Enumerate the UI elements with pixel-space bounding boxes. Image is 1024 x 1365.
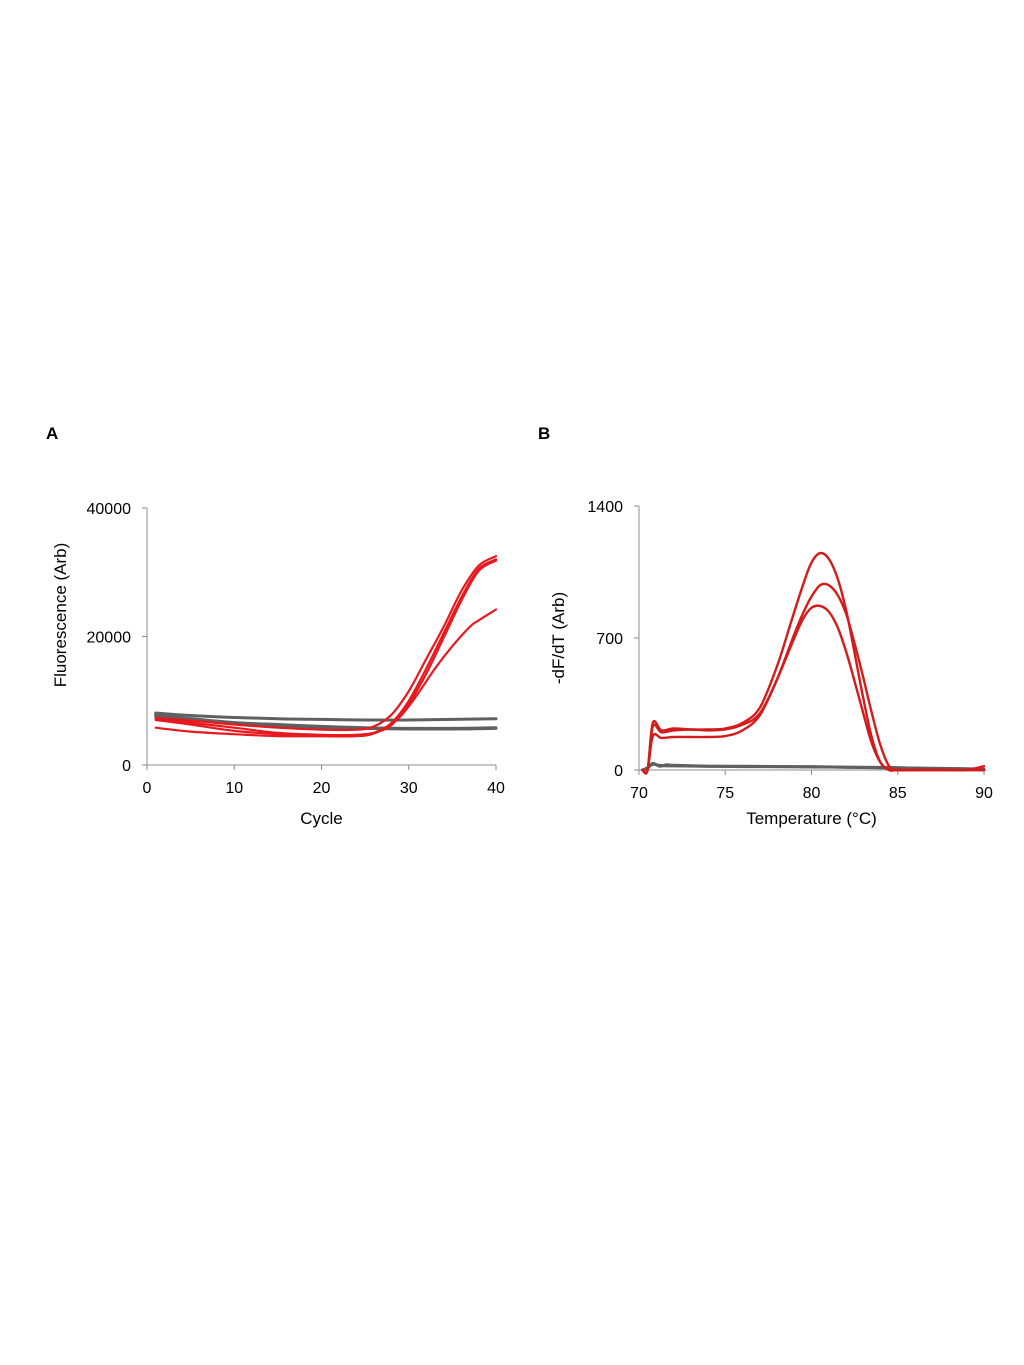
- series-line-positive-1: [154, 558, 498, 738]
- series-line-negative-5: [154, 711, 498, 722]
- y-tick-label: 40000: [87, 501, 132, 518]
- x-axis-title: Cycle: [300, 809, 343, 828]
- series-line-negative-5: [641, 762, 986, 772]
- x-tick-label: 40: [487, 780, 505, 797]
- series-line-positive-2: [641, 582, 986, 775]
- x-tick-label: 85: [889, 785, 907, 802]
- panel-label-a: A: [46, 424, 59, 443]
- panel-label-b: B: [538, 424, 551, 443]
- series-line-positive-2: [154, 559, 498, 737]
- chart-b-melt-curve: 0 700 1400 70 75 80 85 90 Temperature (°C) -dF/dT…: [549, 499, 993, 828]
- y-tick-label: 0: [122, 758, 131, 775]
- y-tick-label: 20000: [87, 630, 132, 647]
- x-axis-title: Temperature (°C): [746, 809, 877, 828]
- y-tick-label: 1400: [587, 499, 623, 516]
- x-tick-label: 20: [313, 780, 331, 797]
- series-line-positive-4: [154, 555, 498, 732]
- x-tick-label: 90: [975, 785, 993, 802]
- series-line-positive-1: [641, 551, 986, 775]
- x-tick-label: 75: [716, 785, 734, 802]
- y-axis-title: Fluorescence (Arb): [51, 543, 70, 688]
- chart-a-amplification: 0 20000 40000 0 10 20 30 40 Cycle Fluorescence (A…: [51, 501, 505, 828]
- y-axis-title: -dF/dT (Arb): [549, 592, 568, 684]
- y-tick-label: 0: [614, 763, 623, 780]
- series-line-positive-3: [154, 608, 498, 738]
- x-tick-label: 10: [225, 780, 243, 797]
- x-tick-label: 0: [143, 780, 152, 797]
- series-line-positive-3: [641, 604, 986, 774]
- y-tick-label: 700: [596, 631, 623, 648]
- x-tick-label: 80: [803, 785, 821, 802]
- x-tick-label: 70: [630, 785, 648, 802]
- x-tick-label: 30: [400, 780, 418, 797]
